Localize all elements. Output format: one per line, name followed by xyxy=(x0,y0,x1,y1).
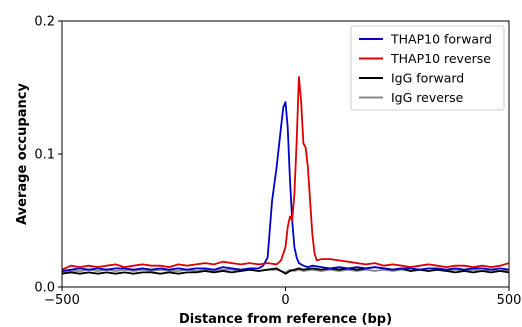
y-tick-label: 0.1 xyxy=(34,148,55,163)
legend-label-3: IgG reverse xyxy=(391,90,464,105)
x-tick-label: 500 xyxy=(497,293,522,308)
x-tick-label: 0 xyxy=(281,293,289,308)
x-axis-ticks: −500 0 500 xyxy=(44,287,521,308)
y-tick-label: 0.2 xyxy=(34,15,55,30)
y-axis-ticks: 0.0 0.1 0.2 xyxy=(34,15,62,296)
legend-label-2: IgG forward xyxy=(391,71,464,86)
x-axis-title: Distance from reference (bp) xyxy=(179,312,392,327)
legend-label-0: THAP10 forward xyxy=(390,32,492,47)
legend: THAP10 forward THAP10 reverse IgG forward I… xyxy=(351,26,504,110)
y-tick-label: 0.0 xyxy=(34,281,55,296)
legend-label-1: THAP10 reverse xyxy=(390,51,491,66)
y-axis-title: Average occupancy xyxy=(15,83,30,225)
